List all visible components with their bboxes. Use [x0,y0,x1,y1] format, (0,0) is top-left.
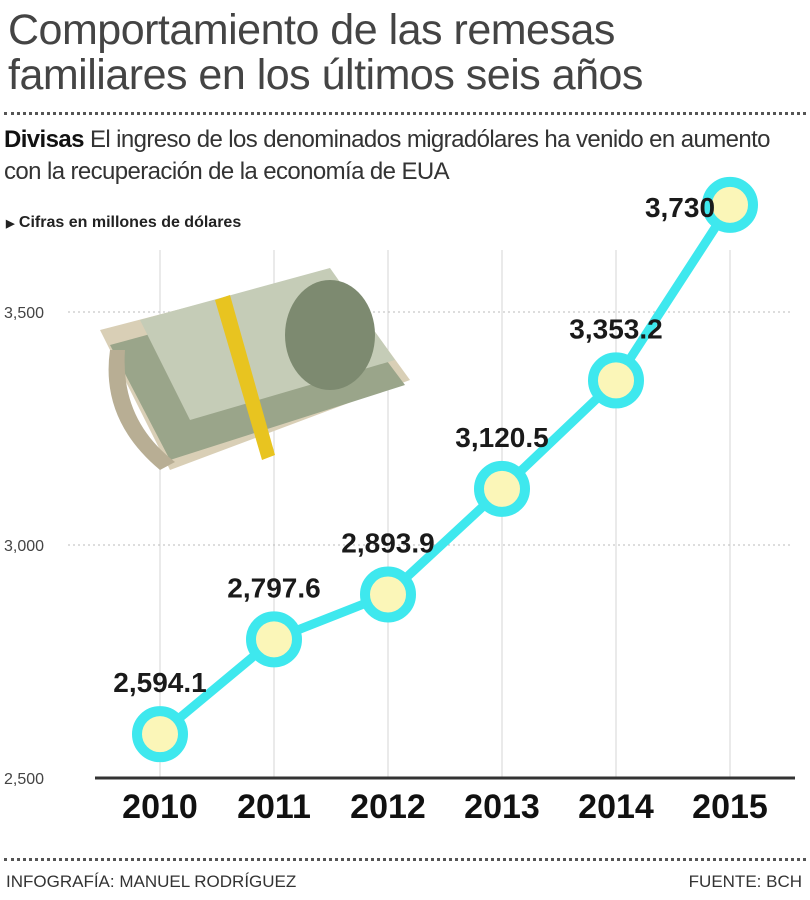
data-label: 2,893.9 [341,527,434,558]
x-tick-label: 2015 [692,788,768,826]
y-tick-label: 3,000 [4,538,44,555]
data-label: 3,353.2 [569,313,662,344]
data-point [588,352,644,409]
subtitle-text: El ingreso de los denominados migradólar… [4,126,771,185]
y-tick-label: 2,500 [4,771,44,788]
data-point [702,176,758,233]
data-point [474,460,530,517]
x-tick-label: 2013 [464,788,540,826]
triangle-bullet-icon: ▶ [6,218,15,230]
divider-top [4,112,806,115]
data-label: 2,594.1 [113,667,206,698]
x-tick-label: 2012 [350,788,426,826]
x-tick-label: 2010 [122,788,198,826]
data-point [132,706,188,763]
series-line [157,202,734,738]
data-point [360,566,416,623]
units-note: ▶ Cifras en millones de dólares [6,214,242,231]
data-label: 3,120.5 [455,422,548,453]
money-stack-image [100,268,410,470]
data-label: 3,730 [645,192,715,223]
line-chart: 2010 2011 2012 2013 2014 2015 2,500 3,000 3,500 2… [4,176,795,826]
source: FUENTE: BCH [688,872,802,891]
subtitle: Divisas El ingreso de los denominados mi… [4,124,804,188]
divider-bottom [4,858,806,861]
chart-title: Comportamiento de las remesas familiares… [8,6,643,99]
x-tick-label: 2014 [578,788,654,826]
data-label: 2,797.6 [227,572,320,603]
data-point [246,611,302,668]
x-tick-label: 2011 [237,788,311,826]
y-tick-label: 3,500 [4,305,44,322]
credit: INFOGRAFÍA: MANUEL RODRÍGUEZ [6,872,297,891]
subtitle-bold: Divisas [4,126,84,153]
